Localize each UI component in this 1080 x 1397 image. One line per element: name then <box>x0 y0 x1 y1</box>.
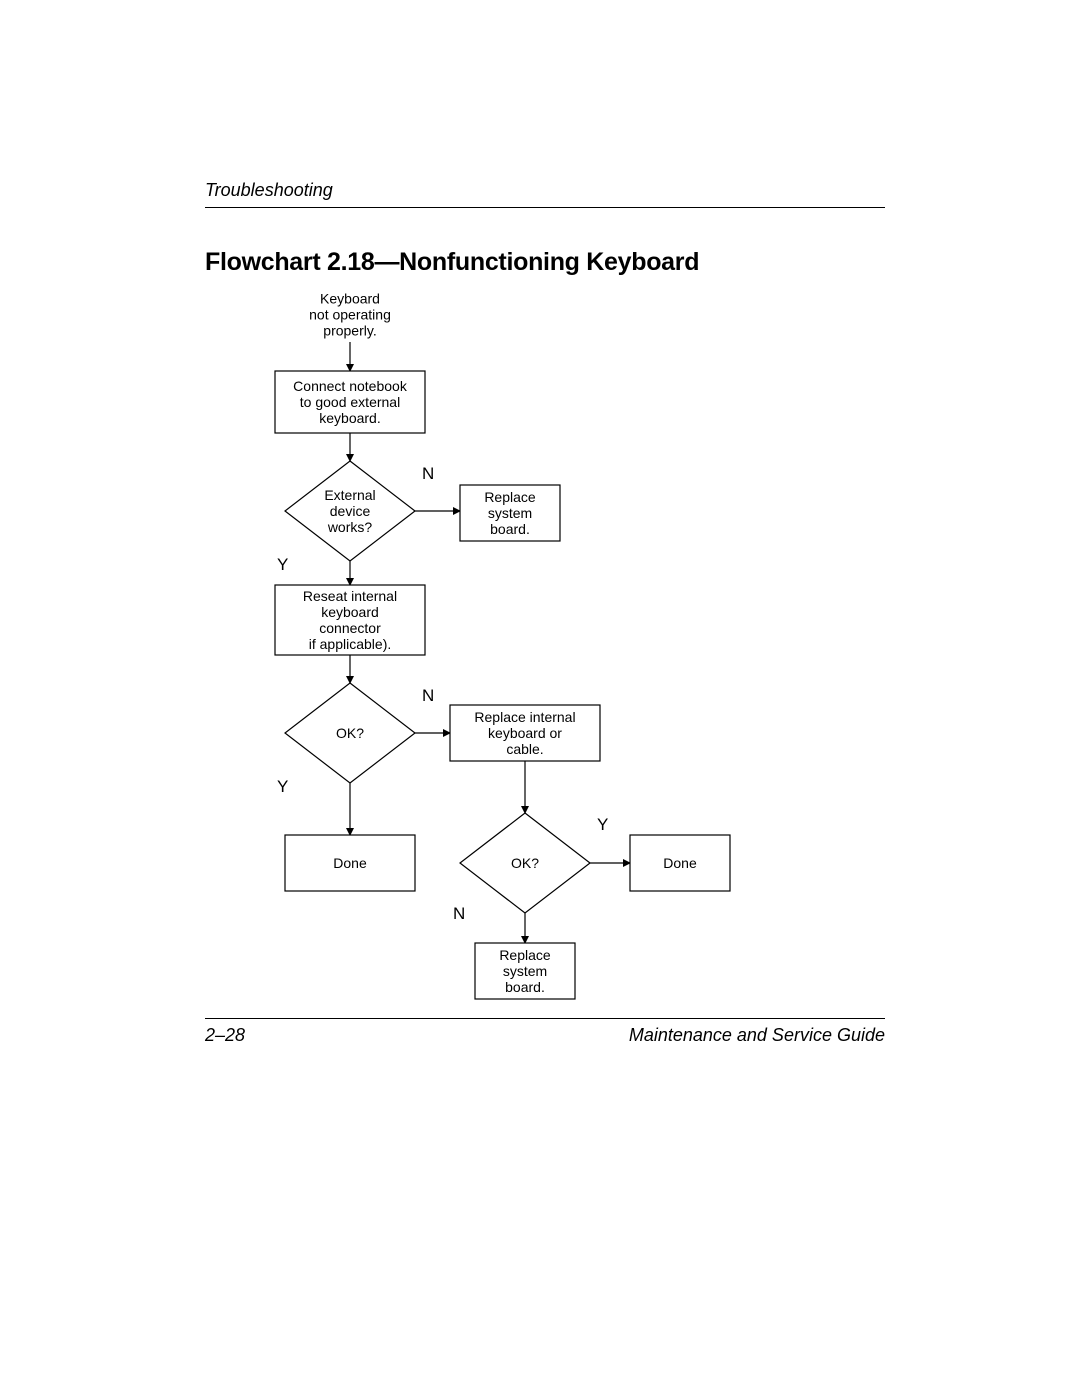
svg-text:not operating: not operating <box>309 307 391 323</box>
svg-text:keyboard or: keyboard or <box>488 725 562 741</box>
section-header: Troubleshooting <box>205 180 885 208</box>
svg-text:Y: Y <box>277 777 288 796</box>
svg-text:Y: Y <box>597 815 608 834</box>
flowchart-svg: N Y N Y Y N Keyboardnot operatingproperly. Conn… <box>205 287 805 1017</box>
svg-text:Keyboard: Keyboard <box>320 291 380 307</box>
svg-text:External: External <box>324 487 375 503</box>
svg-text:Done: Done <box>663 855 697 871</box>
svg-text:Replace: Replace <box>499 947 551 963</box>
svg-text:board.: board. <box>505 979 545 995</box>
page-title: Flowchart 2.18—Nonfunctioning Keyboard <box>205 248 885 277</box>
svg-text:Connect notebook: Connect notebook <box>293 378 408 394</box>
svg-text:connector: connector <box>319 620 381 636</box>
flowchart-container: N Y N Y Y N Keyboardnot operatingproperly. Conn… <box>205 287 885 1022</box>
svg-text:if applicable).: if applicable). <box>309 636 392 652</box>
svg-text:to good external: to good external <box>300 394 400 410</box>
svg-text:OK?: OK? <box>336 725 364 741</box>
page-footer: 2–28 Maintenance and Service Guide <box>205 1018 885 1046</box>
svg-text:keyboard: keyboard <box>321 604 379 620</box>
svg-text:Replace: Replace <box>484 489 536 505</box>
svg-text:device: device <box>330 503 371 519</box>
footer-page-number: 2–28 <box>205 1025 245 1046</box>
svg-text:cable.: cable. <box>506 741 543 757</box>
svg-text:Done: Done <box>333 855 367 871</box>
svg-text:N: N <box>453 904 465 923</box>
svg-text:system: system <box>503 963 547 979</box>
svg-text:N: N <box>422 686 434 705</box>
svg-text:Reseat internal: Reseat internal <box>303 588 397 604</box>
footer-doc-title: Maintenance and Service Guide <box>629 1025 885 1046</box>
svg-text:system: system <box>488 505 532 521</box>
svg-text:OK?: OK? <box>511 855 539 871</box>
svg-text:board.: board. <box>490 521 530 537</box>
svg-text:keyboard.: keyboard. <box>319 410 380 426</box>
svg-text:Y: Y <box>277 555 288 574</box>
svg-text:works?: works? <box>327 519 373 535</box>
svg-text:properly.: properly. <box>323 323 376 339</box>
svg-text:N: N <box>422 464 434 483</box>
svg-text:Replace internal: Replace internal <box>474 709 575 725</box>
